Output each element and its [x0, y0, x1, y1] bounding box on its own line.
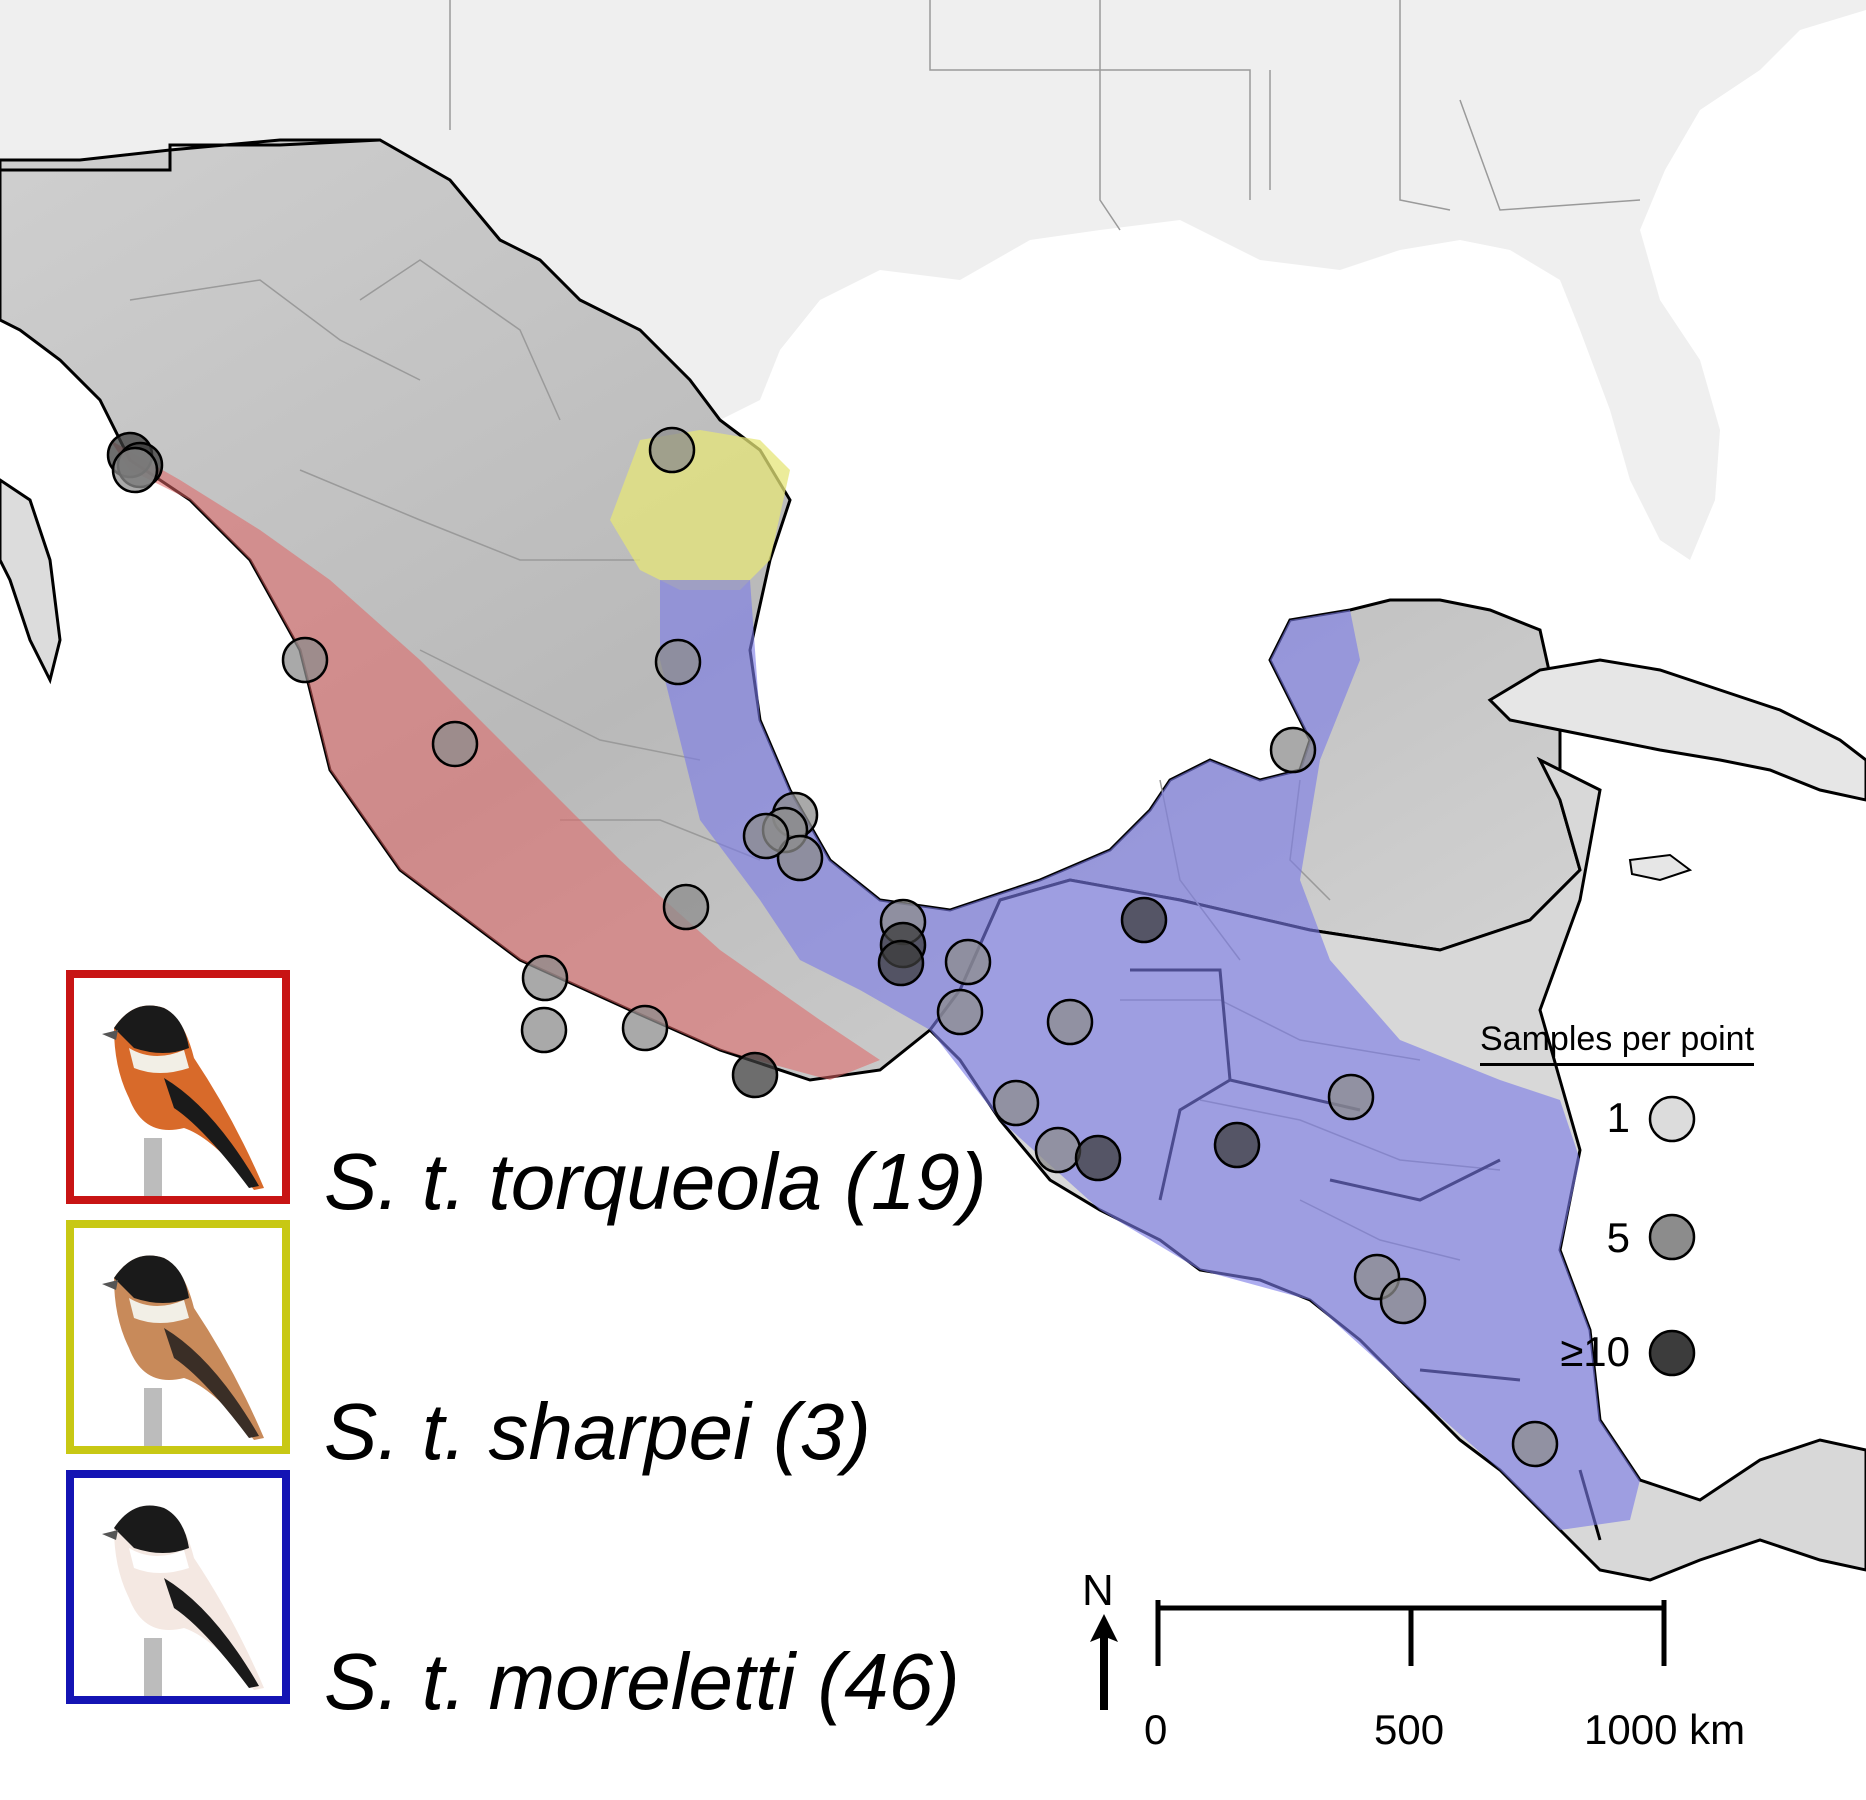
samples-label-1: 1 [1606, 1094, 1630, 1141]
sample-point [621, 1004, 669, 1052]
north-arrow-label: N [1082, 1566, 1114, 1615]
sample-point [1120, 896, 1168, 944]
sample-point [936, 988, 984, 1036]
bird-moreletti-illustration [102, 1505, 264, 1696]
jamaica [1628, 853, 1693, 882]
legend-box-torqueola [66, 970, 290, 1204]
samples-symbol-1 [1648, 1095, 1696, 1143]
sample-point [1511, 1420, 1559, 1468]
sample-point [1269, 726, 1317, 774]
sample-point [992, 1079, 1040, 1127]
baja-california [0, 478, 62, 685]
range-torqueola [110, 440, 880, 1080]
bird-torqueola-illustration [102, 1005, 264, 1196]
bird-sharpei-illustration [102, 1255, 264, 1446]
sample-point [662, 883, 710, 931]
taxon-label-sharpei: S. t. sharpei (3) [324, 1387, 871, 1476]
sample-point [111, 446, 159, 494]
samples-symbol-5 [1648, 1213, 1696, 1261]
scale-tick-500: 500 [1374, 1706, 1445, 1753]
sample-point [281, 636, 329, 684]
sample-point [1074, 1134, 1122, 1182]
sample-point [1379, 1277, 1427, 1325]
samples-label-10: ≥10 [1560, 1328, 1630, 1375]
sample-point [877, 939, 925, 987]
samples-label-5: 5 [1606, 1214, 1630, 1261]
cuba [1487, 658, 1866, 802]
sample-point [1034, 1126, 1082, 1174]
taxon-label-torqueola: S. t. torqueola (19) [324, 1137, 987, 1226]
sample-point [1213, 1121, 1261, 1169]
sample-point [731, 1051, 779, 1099]
sample-point [1327, 1073, 1375, 1121]
scale-tick-0: 0 [1144, 1706, 1168, 1753]
sample-points [106, 426, 1559, 1468]
samples-symbol-10 [1648, 1329, 1696, 1377]
sample-point [521, 954, 569, 1002]
legend-box-moreletti [66, 1470, 290, 1704]
sample-point [648, 426, 696, 474]
sample-point [520, 1006, 568, 1054]
samples-legend-symbols [1648, 1095, 1696, 1377]
sample-point [944, 938, 992, 986]
samples-legend-title: Samples per point [1480, 1020, 1755, 1066]
range-sharpei [610, 430, 790, 590]
sample-point [431, 720, 479, 768]
sample-point [776, 834, 824, 882]
legend-box-sharpei [66, 1220, 290, 1454]
sample-point [1046, 998, 1094, 1046]
scale-tick-1000: 1000 km [1584, 1706, 1746, 1753]
sample-point [742, 812, 790, 860]
north-arrow-icon [1090, 1614, 1118, 1710]
taxon-label-moreletti: S. t. moreletti (46) [324, 1637, 960, 1726]
scale-bar [1155, 1600, 1667, 1666]
sample-point [654, 638, 702, 686]
